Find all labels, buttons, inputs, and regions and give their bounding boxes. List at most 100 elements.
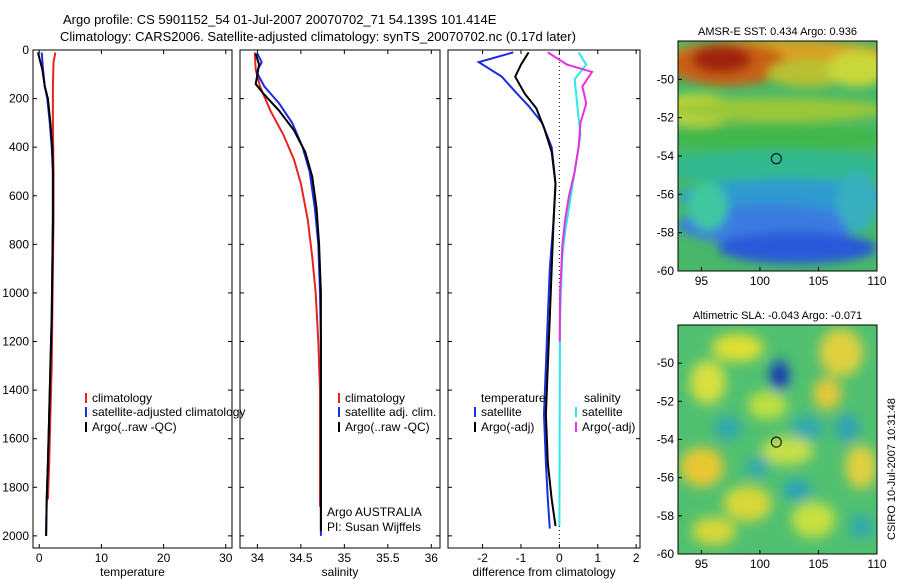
sla_map-blob xyxy=(691,517,736,546)
depth-tick-label: 600 xyxy=(9,189,29,203)
depth-tick-label: 1400 xyxy=(2,383,29,397)
sla_map-blob xyxy=(819,328,864,377)
sst_map-ytick-label: -54 xyxy=(657,149,675,163)
sst_map-blob xyxy=(678,98,877,122)
sla_map-blob xyxy=(774,367,785,384)
temperature-xtick-label: 0 xyxy=(36,551,43,565)
legend-climatology: climatology xyxy=(92,391,152,405)
sla_map-blob xyxy=(791,501,836,538)
sla_map-xtick-label: 110 xyxy=(867,557,886,571)
sla_map-blob xyxy=(723,485,772,522)
salinity-xtick-label: 35 xyxy=(338,551,352,565)
temperature-xlabel: temperature xyxy=(100,565,165,579)
annotation-argo-australia: Argo AUSTRALIA xyxy=(327,505,422,519)
salinity-frame xyxy=(239,49,441,549)
legend-sal-satellite-diff: satellite xyxy=(582,405,623,419)
depth-tick-label: 0 xyxy=(22,43,29,57)
sst_map-xtick-label: 105 xyxy=(808,274,828,288)
sst_map-panel: AMSR-E SST: 0.434 Argo: 0.936 95 100 105 110… xyxy=(657,26,887,288)
depth-tick-label: 1800 xyxy=(2,480,29,494)
sst_map-xtick-label: 100 xyxy=(750,274,770,288)
depth-tick-label: 200 xyxy=(9,92,29,106)
figure-title-line1: Argo profile: CS 5901152_54 01-Jul-2007 … xyxy=(63,12,497,27)
sst_map-ytick-label: -50 xyxy=(657,72,675,86)
salinity-xlabel: salinity xyxy=(322,565,359,579)
difference-plot: -2 -1 0 1 2 difference from climatology xyxy=(447,49,641,579)
difference-series-line-1 xyxy=(514,51,557,527)
legend-sal-argo: Argo(..raw -QC) xyxy=(345,420,430,434)
sla_map-blob xyxy=(713,416,742,441)
temperature-xtick-label: 30 xyxy=(219,551,233,565)
legend-sal-satellite: satellite adj. clim. xyxy=(345,405,436,419)
salinity-xtick-label: 36 xyxy=(425,551,439,565)
legend-satellite-adjusted: satellite-adjusted climatology xyxy=(92,405,245,419)
figure-title-line2: Climatology: CARS2006. Satellite-adjuste… xyxy=(60,29,576,44)
sst_map-blob xyxy=(691,45,752,74)
sla_map-title: Altimetric SLA: -0.043 Argo: -0.071 xyxy=(693,310,862,322)
credit-vertical: CSIRO 10-Jul-2007 10:31:48 xyxy=(886,398,898,540)
salinity-series-line-2 xyxy=(254,53,322,531)
salinity-plot: 34 34.5 35 35.5 36 salinity xyxy=(239,49,441,579)
sst_map-ytick-label: -56 xyxy=(657,187,675,201)
salinity-xtick-label: 34.5 xyxy=(289,551,313,565)
sla_map-argo-marker xyxy=(770,436,782,448)
sst_map-ytick-label: -60 xyxy=(657,264,675,278)
temperature-series-line-2 xyxy=(37,52,54,536)
sla_map-blob xyxy=(679,446,724,487)
temperature-xtick-label: 10 xyxy=(95,551,109,565)
chart-layer: 0 10 20 30020040060080010001200140016001800… xyxy=(2,26,887,579)
sst_map-xtick-label: 110 xyxy=(867,274,886,288)
legend-temp-satellite: satellite xyxy=(481,405,522,419)
depth-tick-label: 800 xyxy=(9,237,29,251)
sla_map-panel: Altimetric SLA: -0.043 Argo: -0.071 95 100… xyxy=(657,310,887,571)
depth-tick-label: 400 xyxy=(9,140,29,154)
sla_map-blob xyxy=(791,416,824,441)
temperature-frame xyxy=(32,49,233,549)
difference-xtick-label: -2 xyxy=(477,551,488,565)
sla_map-blob xyxy=(845,444,877,489)
sla_map-xtick-label: 95 xyxy=(695,557,709,571)
sst_map-blob xyxy=(687,182,728,231)
sla_map-ytick-label: -60 xyxy=(657,547,675,561)
sla_map-ytick-label: -56 xyxy=(657,471,675,485)
depth-tick-label: 1200 xyxy=(2,335,29,349)
sla_map-ytick-label: -50 xyxy=(657,356,675,370)
sla_map-blobs xyxy=(679,328,877,546)
salinity-xtick-label: 34 xyxy=(251,551,265,565)
difference-xtick-label: 0 xyxy=(556,551,563,565)
temperature-plot: 0 10 20 30 0 200 400 600 800 1000 1200 1400 1600 1800… xyxy=(2,43,232,579)
sst_map-blob xyxy=(837,172,877,232)
difference-legend: temperature salinitysatelliteArgo(-adj)sa… xyxy=(474,391,635,434)
sst_map-title: AMSR-E SST: 0.434 Argo: 0.936 xyxy=(698,26,857,38)
sla_map-xtick-label: 105 xyxy=(808,557,828,571)
difference-series-line-3 xyxy=(547,51,594,342)
sla_map-ytick-label: -58 xyxy=(657,509,675,523)
sla_map-blob xyxy=(761,436,814,465)
sla_map-blob xyxy=(783,479,812,500)
sst_map-ytick-label: -52 xyxy=(657,111,675,125)
depth-tick-label: 1000 xyxy=(2,286,29,300)
legend-sal-climatology: climatology xyxy=(345,391,405,405)
sst_map-blob xyxy=(767,59,848,88)
sla_map-blob xyxy=(835,414,860,443)
legend-temperature-header: temperature xyxy=(481,391,546,405)
sst_map-blob xyxy=(678,123,877,152)
legend-sal-argo-diff: Argo(-adj) xyxy=(582,420,635,434)
sla_map-blob xyxy=(711,333,764,362)
depth-tick-label: 2000 xyxy=(2,529,29,543)
sla_map-blob xyxy=(813,377,842,410)
sst_map-blobs xyxy=(678,41,877,264)
sla_map-ytick-label: -54 xyxy=(657,433,675,447)
sla_map-ytick-label: -52 xyxy=(657,394,675,408)
sla_map-xtick-label: 100 xyxy=(750,557,770,571)
sst_map-blob xyxy=(717,232,877,264)
sla_map-blob xyxy=(689,360,726,405)
difference-xtick-label: -1 xyxy=(516,551,527,565)
sla_map-blob xyxy=(849,514,874,539)
sst_map-field xyxy=(678,41,877,271)
sst_map-ytick-label: -58 xyxy=(657,226,675,240)
difference-xtick-label: 1 xyxy=(594,551,601,565)
